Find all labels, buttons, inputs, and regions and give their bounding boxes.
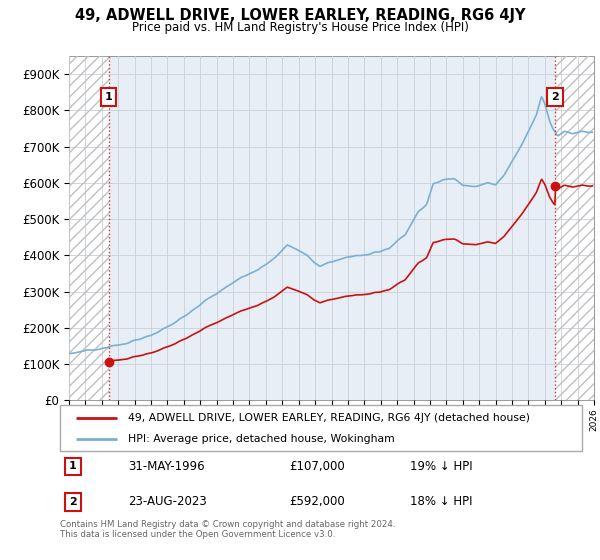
Text: £107,000: £107,000 [290, 460, 346, 473]
Text: 1: 1 [69, 461, 77, 472]
Bar [555, 56, 594, 400]
Text: 49, ADWELL DRIVE, LOWER EARLEY, READING, RG6 4JY (detached house): 49, ADWELL DRIVE, LOWER EARLEY, READING,… [128, 413, 530, 423]
Text: Price paid vs. HM Land Registry's House Price Index (HPI): Price paid vs. HM Land Registry's House … [131, 21, 469, 34]
Text: 2: 2 [551, 92, 559, 102]
Text: 49, ADWELL DRIVE, LOWER EARLEY, READING, RG6 4JY: 49, ADWELL DRIVE, LOWER EARLEY, READING,… [75, 8, 525, 24]
Text: 19% ↓ HPI: 19% ↓ HPI [410, 460, 472, 473]
Text: 2: 2 [69, 497, 77, 507]
Text: 18% ↓ HPI: 18% ↓ HPI [410, 496, 472, 508]
Text: Contains HM Land Registry data © Crown copyright and database right 2024.
This d: Contains HM Land Registry data © Crown c… [60, 520, 395, 539]
FancyBboxPatch shape [60, 405, 582, 451]
Text: £592,000: £592,000 [290, 496, 346, 508]
Text: 23-AUG-2023: 23-AUG-2023 [128, 496, 206, 508]
Text: 1: 1 [105, 92, 113, 102]
Bar [69, 56, 109, 400]
Bar [69, 56, 109, 400]
Text: 31-MAY-1996: 31-MAY-1996 [128, 460, 205, 473]
Text: HPI: Average price, detached house, Wokingham: HPI: Average price, detached house, Woki… [128, 435, 395, 444]
Bar [555, 56, 594, 400]
